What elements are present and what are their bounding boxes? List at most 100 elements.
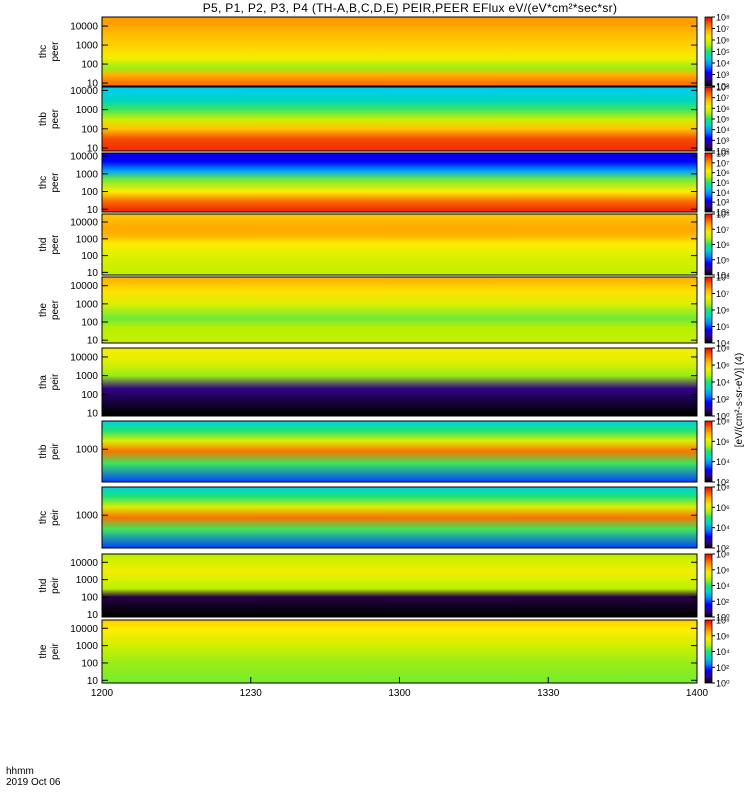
colorbar-tick-label: 10⁶ bbox=[716, 503, 730, 513]
spectrogram-image bbox=[102, 620, 697, 683]
x-tick-label: 1230 bbox=[240, 688, 263, 699]
x-tick-label: 1200 bbox=[91, 688, 114, 699]
colorbar-tick-label: 10⁴ bbox=[716, 339, 730, 349]
colorbar-tick-label: 10⁸ bbox=[716, 13, 730, 23]
time-axis-label: hhmm bbox=[6, 766, 34, 777]
y-tick-label: 1000 bbox=[76, 511, 99, 522]
colorbar bbox=[704, 16, 713, 87]
colorbar-tick-label: 10³ bbox=[716, 198, 729, 208]
colorbar-tick-label: 10⁵ bbox=[716, 322, 730, 332]
x-tick-label: 1330 bbox=[537, 688, 560, 699]
colorbar-tick-label: 10⁴ bbox=[716, 523, 730, 533]
colorbar-tick-label: 10⁴ bbox=[716, 59, 730, 69]
y-axis-label: thc bbox=[38, 511, 49, 524]
x-tick-label: 1300 bbox=[388, 688, 411, 699]
colorbar-tick-label: 10⁰ bbox=[716, 679, 730, 689]
y-axis-label: the bbox=[38, 303, 49, 317]
y-tick-label: 10000 bbox=[70, 22, 98, 33]
x-tick-label: 1400 bbox=[686, 688, 709, 699]
y-tick-label: 10000 bbox=[70, 624, 98, 635]
spectrogram-image bbox=[102, 348, 697, 416]
colorbar-tick-label: 10⁶ bbox=[716, 306, 730, 316]
spectrogram-image bbox=[102, 487, 697, 548]
colorbar bbox=[704, 619, 713, 684]
colorbar-tick-label: 10⁴ bbox=[716, 647, 730, 657]
colorbar-tick-label: 10⁷ bbox=[716, 24, 729, 34]
colorbar bbox=[704, 420, 713, 483]
y-tick-label: 1000 bbox=[76, 41, 99, 52]
y-axis-label: tha bbox=[38, 375, 49, 389]
y-tick-label: 100 bbox=[81, 60, 98, 71]
y-axis-label: peer bbox=[50, 299, 61, 320]
y-tick-label: 10 bbox=[87, 205, 99, 216]
time-axis-date: 2019 Oct 06 bbox=[6, 777, 61, 788]
colorbar-tick-label: 10² bbox=[716, 663, 729, 673]
colorbar-tick-label: 10⁸ bbox=[716, 344, 730, 354]
panel-frame bbox=[101, 553, 698, 618]
y-tick-label: 10 bbox=[87, 409, 99, 420]
panel-frame bbox=[101, 213, 698, 276]
spectrogram-image bbox=[102, 421, 697, 482]
colorbar-tick-label: 10⁶ bbox=[716, 565, 730, 575]
y-axis-label: thd bbox=[38, 579, 49, 593]
y-axis-label: thc bbox=[38, 45, 49, 58]
colorbar-tick-label: 10⁷ bbox=[716, 289, 729, 299]
spectrogram-image bbox=[102, 214, 697, 275]
panel-frame bbox=[101, 152, 698, 213]
spectrogram-image bbox=[102, 87, 697, 151]
colorbar-tick-label: 10⁸ bbox=[716, 210, 730, 220]
y-tick-label: 1000 bbox=[76, 105, 99, 116]
colorbar bbox=[704, 486, 713, 549]
colorbar-tick-label: 10⁶ bbox=[716, 361, 730, 371]
panel-frame bbox=[101, 86, 698, 152]
y-axis-label: thb bbox=[38, 444, 49, 458]
y-tick-label: 10 bbox=[87, 676, 99, 687]
panel-frame bbox=[101, 276, 698, 344]
colorbar-tick-label: 10⁷ bbox=[716, 225, 729, 235]
colorbar-tick-label: 10⁶ bbox=[716, 36, 730, 46]
colorbar bbox=[704, 276, 713, 344]
colorbar-tick-label: 10³ bbox=[716, 136, 729, 146]
colorbar bbox=[704, 152, 713, 213]
colorbar-tick-label: 10⁴ bbox=[716, 188, 730, 198]
page-title: P5, P1, P2, P3, P4 (TH-A,B,C,D,E) PEIR,P… bbox=[202, 1, 618, 15]
y-tick-label: 10000 bbox=[70, 352, 98, 363]
y-tick-label: 10 bbox=[87, 268, 99, 279]
y-axis-label: peer bbox=[50, 172, 61, 193]
y-tick-label: 10 bbox=[87, 336, 99, 347]
spectrogram-image bbox=[102, 153, 697, 212]
y-tick-label: 1000 bbox=[76, 234, 99, 245]
colorbar-tick-label: 10⁴ bbox=[716, 581, 730, 591]
y-tick-label: 10 bbox=[87, 610, 99, 621]
colorbar-tick-label: 10⁰ bbox=[716, 613, 730, 623]
colorbar-tick-label: 10⁸ bbox=[716, 616, 730, 626]
y-tick-label: 100 bbox=[81, 124, 98, 135]
y-axis-label: peir bbox=[50, 576, 61, 593]
y-tick-label: 10000 bbox=[70, 152, 98, 163]
colorbar bbox=[704, 213, 713, 276]
y-axis-label: thd bbox=[38, 238, 49, 252]
colorbar-tick-label: 10⁴ bbox=[716, 457, 730, 467]
y-tick-label: 100 bbox=[81, 187, 98, 198]
y-tick-label: 10000 bbox=[70, 558, 98, 569]
y-tick-label: 1000 bbox=[76, 445, 99, 456]
panel-frame bbox=[101, 486, 698, 549]
y-axis-label: peer bbox=[50, 108, 61, 129]
y-tick-label: 10000 bbox=[70, 218, 98, 229]
y-axis-label: peir bbox=[50, 373, 61, 390]
y-tick-label: 100 bbox=[81, 658, 98, 669]
y-tick-label: 100 bbox=[81, 592, 98, 603]
colorbar-tick-label: 10⁴ bbox=[716, 271, 730, 281]
y-tick-label: 1000 bbox=[76, 299, 99, 310]
y-axis-label: thb bbox=[38, 112, 49, 126]
colorbar-tick-label: 10⁴ bbox=[716, 125, 730, 135]
y-tick-label: 100 bbox=[81, 318, 98, 329]
panel-frame bbox=[101, 420, 698, 483]
colorbar-tick-label: 10⁷ bbox=[716, 158, 729, 168]
y-axis-label: peir bbox=[50, 642, 61, 659]
panel-frame bbox=[101, 347, 698, 417]
colorbar-tick-label: 10³ bbox=[716, 70, 729, 80]
colorbar-tick-label: 10² bbox=[716, 395, 729, 405]
colorbar-tick-label: 10⁴ bbox=[716, 378, 730, 388]
spectrogram-image bbox=[102, 554, 697, 617]
